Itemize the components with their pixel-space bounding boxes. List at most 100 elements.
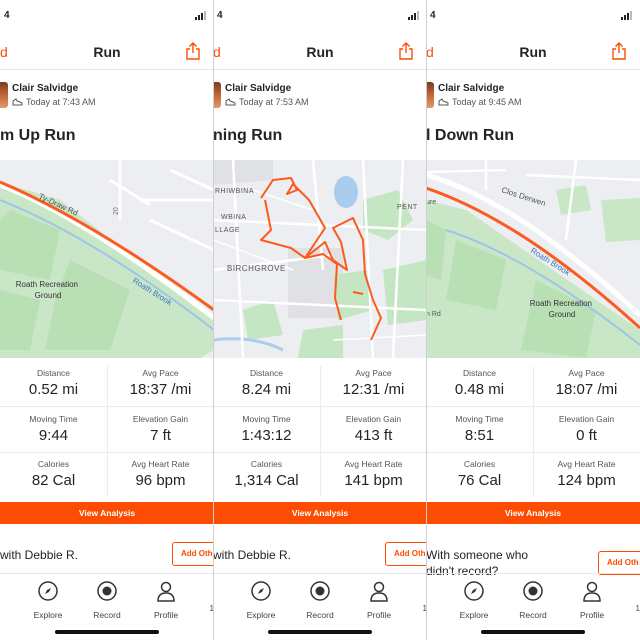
home-indicator — [481, 630, 585, 634]
map-label-pent: PENT — [397, 204, 418, 211]
view-analysis-button[interactable]: View Analysis — [213, 502, 427, 524]
with-athletes-text: with Debbie R. — [213, 548, 292, 562]
stat-value-moving-time: 1:43:12 — [241, 427, 292, 444]
stats-grid: Distance 0.52 mi Avg Pace 18:37 /mi Moving … — [0, 358, 214, 500]
view-analysis-button[interactable]: View Analysis — [426, 502, 640, 524]
tab-explore[interactable]: Explore — [236, 580, 286, 620]
tab-explore-label: Explore — [246, 610, 276, 620]
tab-explore-label: Explore — [459, 610, 489, 620]
activity-screen-cooldown: 4 d Run Clair Salvidge Today at 9:45 AM … — [426, 0, 640, 640]
stat-label-elevation: Elevation Gain — [132, 414, 189, 424]
map-label-park: Roath Recreation Ground — [16, 280, 81, 300]
nav-title: Run — [306, 44, 334, 60]
map-label-rhiwbina: RHIWBINA — [215, 188, 254, 195]
share-icon[interactable] — [186, 42, 200, 65]
nav-bar: d Run — [0, 36, 214, 70]
map-label-rd: n Rd — [426, 311, 441, 318]
person-icon — [157, 581, 175, 602]
route-map[interactable]: RHIWBINA WBINA LLAGE BIRCHGROVE PENT — [213, 159, 427, 359]
tab-explore[interactable]: Explore — [23, 580, 73, 620]
share-icon[interactable] — [399, 42, 413, 65]
person-icon — [583, 581, 601, 602]
back-button[interactable]: d — [0, 44, 8, 60]
with-someone-text: With someone who didn't record? — [426, 548, 529, 578]
add-others-button[interactable]: Add Oth — [598, 551, 640, 575]
stat-label-distance: Distance — [249, 368, 284, 378]
status-time: 4 — [4, 10, 10, 21]
status-time: 4 — [430, 10, 436, 21]
athlete-name[interactable]: Clair Salvidge — [225, 83, 292, 94]
view-analysis-button[interactable]: View Analysis — [0, 502, 214, 524]
add-others-button[interactable]: Add Oth — [385, 542, 427, 566]
tab-record[interactable]: Record — [295, 580, 345, 620]
record-icon — [523, 581, 543, 601]
shoe-icon — [438, 98, 449, 106]
stat-value-pace: 18:07 /mi — [555, 381, 618, 398]
record-icon — [310, 581, 330, 601]
nav-bar: d Run — [213, 36, 427, 70]
athlete-header[interactable]: Clair Salvidge Today at 7:53 AM — [213, 82, 427, 112]
stat-value-distance: 0.48 mi — [454, 381, 505, 398]
stat-label-heart-rate: Avg Heart Rate — [557, 459, 616, 469]
compass-icon — [251, 581, 271, 601]
activity-meta: Today at 7:43 AM — [12, 97, 96, 107]
stat-value-moving-time: 9:44 — [38, 427, 69, 444]
status-bar: 4 — [0, 8, 214, 24]
stat-value-heart-rate: 124 bpm — [557, 472, 616, 489]
map-label-park-1: Roath Recreation — [16, 280, 78, 289]
activity-title: ning Run — [213, 127, 283, 144]
athlete-name[interactable]: Clair Salvidge — [438, 83, 505, 94]
avatar[interactable] — [213, 82, 221, 108]
stat-label-distance: Distance — [462, 368, 497, 378]
tab-profile[interactable]: Profile — [354, 580, 404, 620]
stat-label-heart-rate: Avg Heart Rate — [344, 459, 403, 469]
route-map[interactable]: ure Clos Derwen Roath Brook Roath Recrea… — [426, 159, 640, 358]
athlete-header[interactable]: Clair Salvidge Today at 9:45 AM — [426, 82, 640, 112]
tab-explore[interactable]: Explore — [449, 580, 499, 620]
back-button[interactable]: d — [426, 44, 434, 60]
tab-record[interactable]: Record — [82, 580, 132, 620]
avatar[interactable] — [0, 82, 8, 108]
tab-more-label[interactable]: 1 — [422, 604, 427, 613]
add-others-button[interactable]: Add Oth — [172, 542, 214, 566]
tab-more-label[interactable]: 1 — [209, 604, 214, 613]
map-label-num: 20 — [113, 207, 120, 215]
map-label-park-1: Roath Recreation — [530, 299, 592, 308]
avatar[interactable] — [426, 82, 434, 108]
stats-grid: Distance 0.48 mi Avg Pace 18:07 /mi Moving … — [426, 358, 640, 500]
stat-value-distance: 0.52 mi — [28, 381, 79, 398]
map-label-birchgrove: BIRCHGROVE — [227, 264, 286, 273]
stat-value-elevation: 0 ft — [576, 427, 597, 444]
activity-time: Today at 9:45 AM — [452, 97, 522, 107]
nav-title: Run — [519, 44, 547, 60]
status-bar: 4 — [213, 8, 427, 24]
person-icon — [370, 581, 388, 602]
tab-bar: Explore Record Profile 1 — [213, 573, 427, 640]
status-time: 4 — [217, 10, 223, 21]
athlete-name[interactable]: Clair Salvidge — [12, 83, 79, 94]
tab-profile-label: Profile — [579, 610, 605, 620]
route-line — [0, 180, 214, 312]
compass-icon — [38, 581, 58, 601]
route-line — [260, 177, 382, 341]
tab-record[interactable]: Record — [508, 580, 558, 620]
tab-bar: Explore Record Profile 1 — [0, 573, 214, 640]
stat-value-elevation: 413 ft — [354, 427, 393, 444]
stat-value-calories: 76 Cal — [457, 472, 502, 489]
tab-explore-label: Explore — [33, 610, 63, 620]
tab-profile[interactable]: Profile — [567, 580, 617, 620]
route-map[interactable]: Ty-Draw Rd 20 Roath Recreation Ground Ro… — [0, 160, 214, 358]
activity-title: m Up Run — [0, 127, 76, 144]
back-button[interactable]: d — [213, 44, 221, 60]
stat-label-heart-rate: Avg Heart Rate — [131, 459, 190, 469]
stat-label-moving-time: Moving Time — [455, 414, 504, 424]
tab-profile[interactable]: Profile — [141, 580, 191, 620]
share-icon[interactable] — [612, 42, 626, 65]
tab-more-label[interactable]: 1 — [635, 604, 640, 613]
compass-icon — [464, 581, 484, 601]
status-bar: 4 — [426, 8, 640, 24]
athlete-header[interactable]: Clair Salvidge Today at 7:43 AM — [0, 82, 214, 112]
stat-value-heart-rate: 141 bpm — [344, 472, 403, 489]
stat-label-moving-time: Moving Time — [242, 414, 291, 424]
activity-meta: Today at 9:45 AM — [438, 97, 522, 107]
